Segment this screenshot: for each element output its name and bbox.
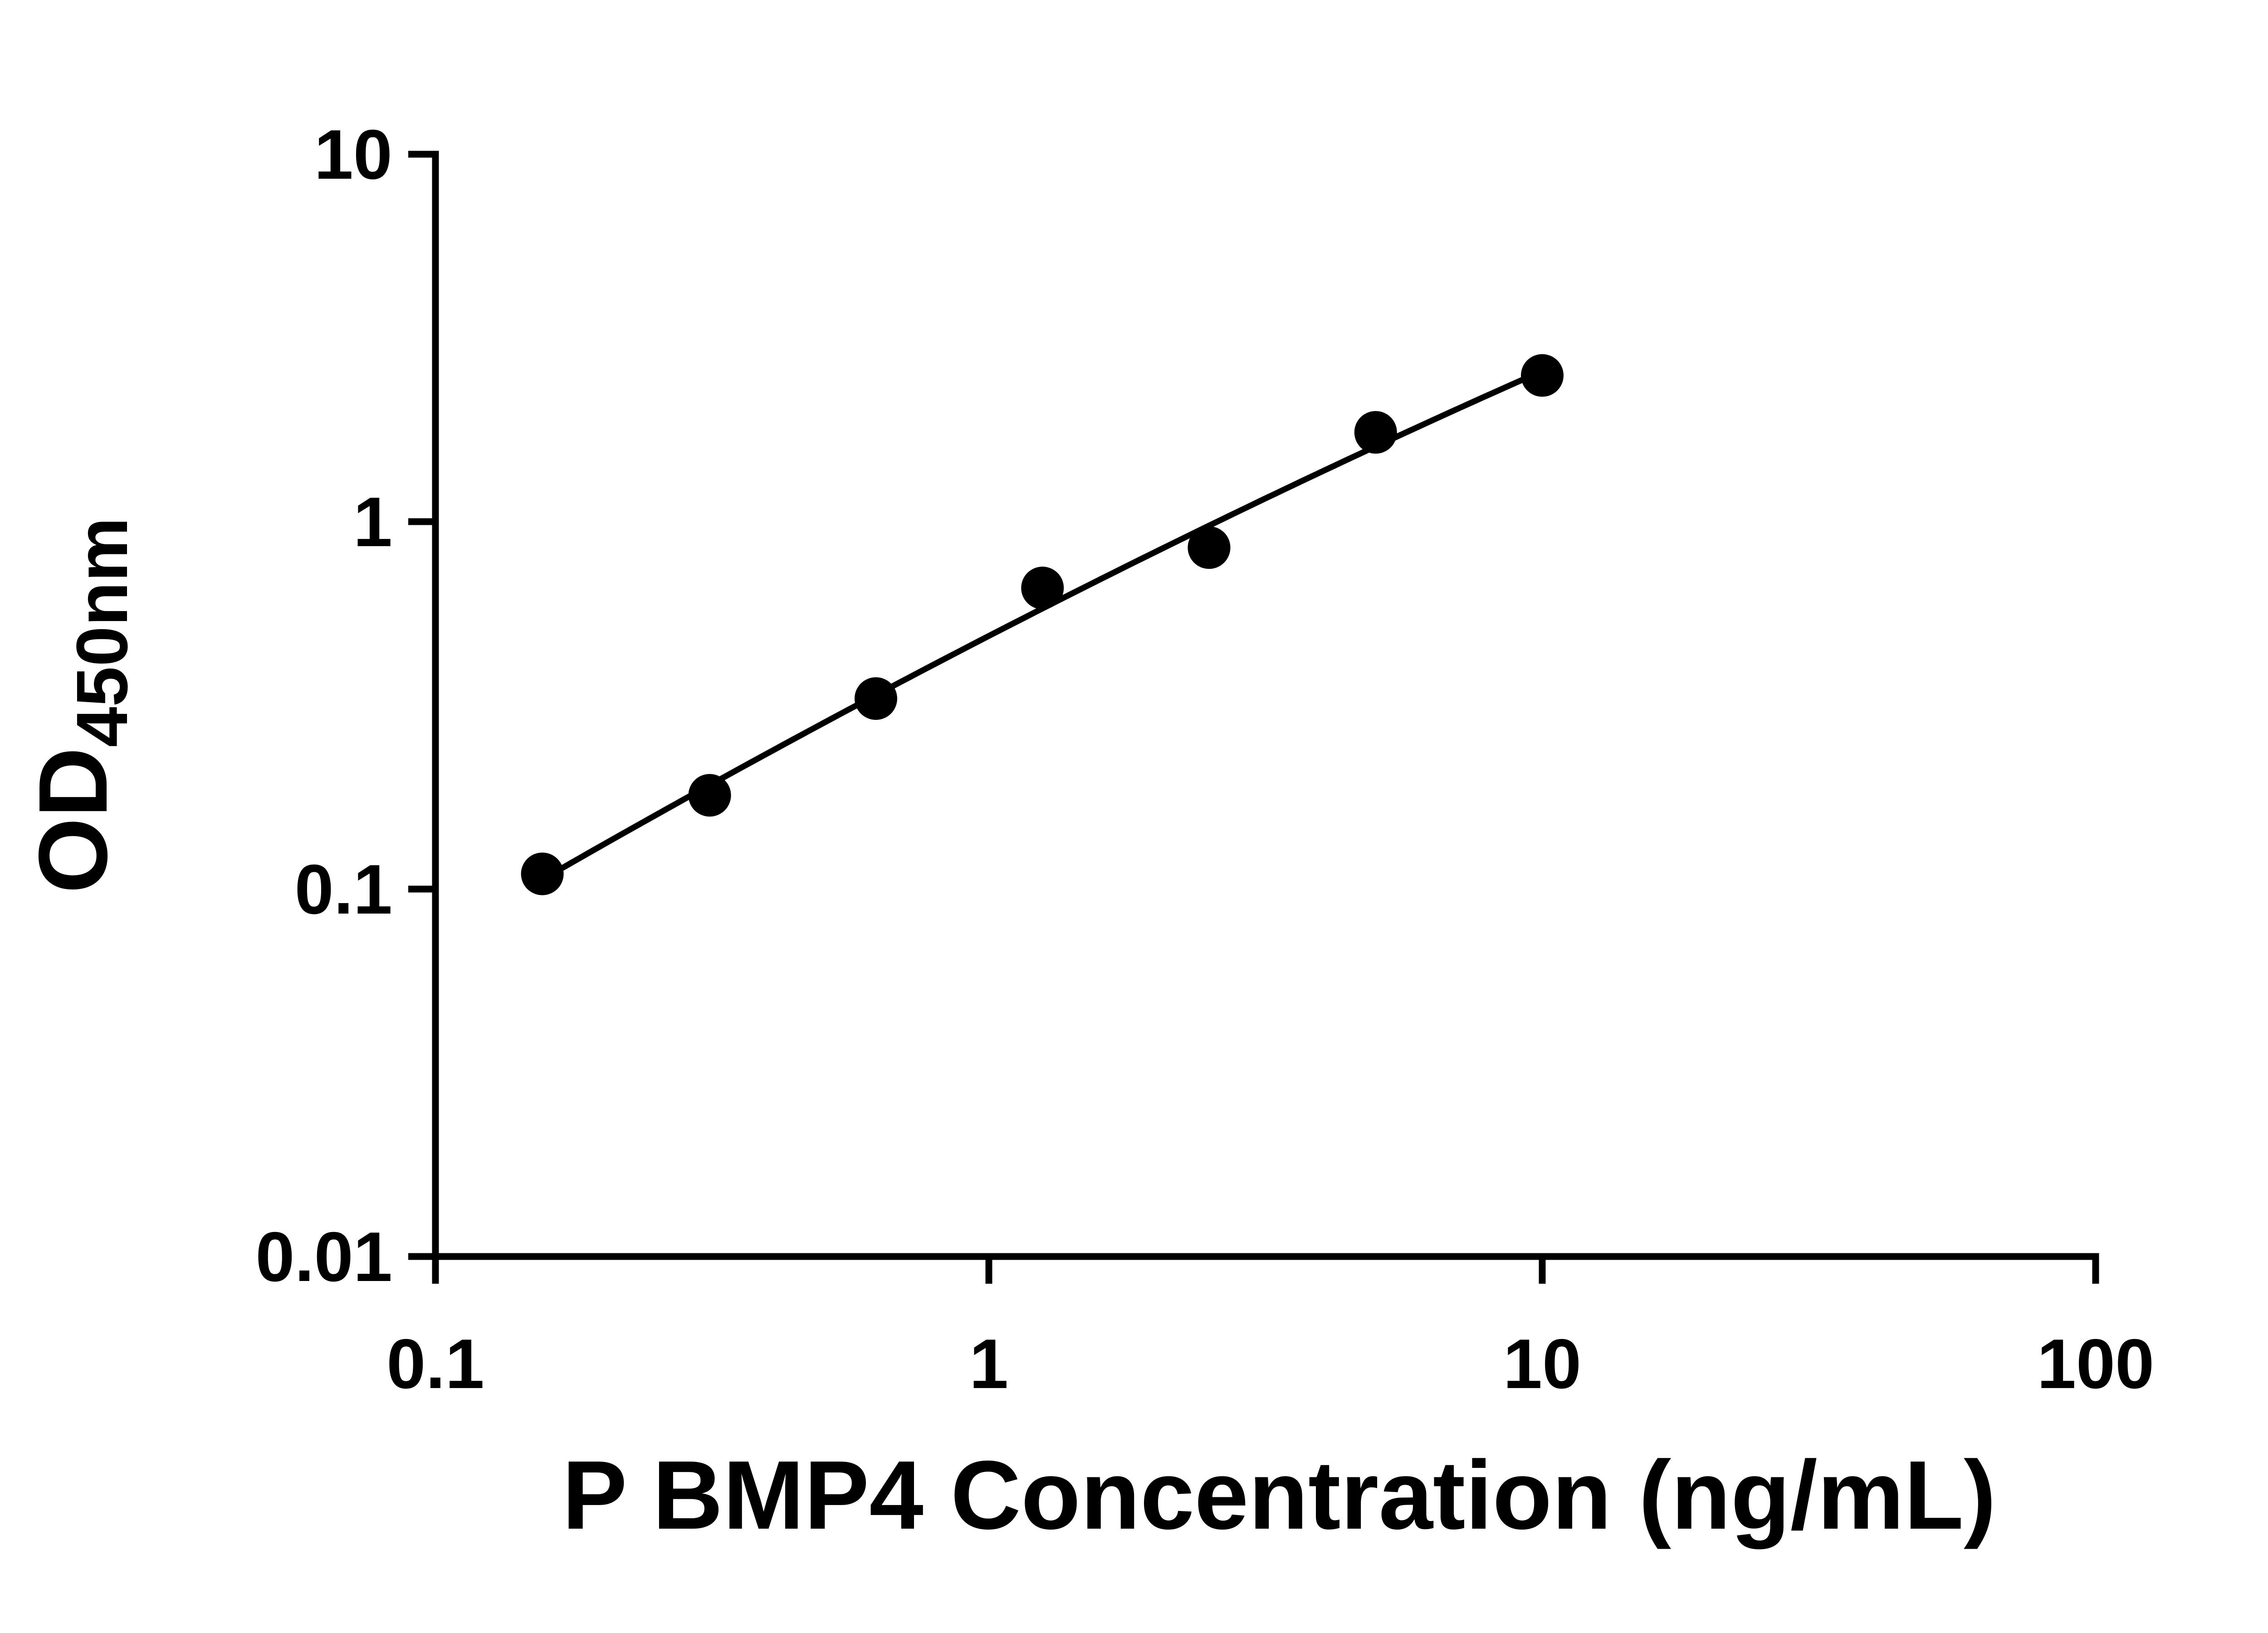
x-tick-label: 1 <box>969 1325 1008 1403</box>
data-point <box>688 774 731 817</box>
x-tick-label: 10 <box>1503 1325 1581 1403</box>
x-axis-title: P BMP4 Concentration (ng/mL) <box>562 1440 1996 1550</box>
data-point <box>1354 411 1397 454</box>
axes: 0.1 1 10 100 0.01 0.1 1 10 <box>255 115 2154 1403</box>
y-tick-label: 10 <box>314 115 392 194</box>
data-point <box>1021 567 1064 610</box>
x-tick-label: 0.1 <box>386 1325 484 1403</box>
y-axis-title: OD450nm <box>18 517 142 893</box>
y-tick-label: 0.01 <box>255 1217 392 1296</box>
axis-lines <box>432 151 2099 1260</box>
data-point <box>521 852 564 895</box>
data-series <box>521 354 1564 895</box>
data-point <box>1521 354 1564 397</box>
data-point <box>854 677 897 720</box>
data-point <box>1188 526 1231 569</box>
x-tick-label: 100 <box>2037 1325 2155 1403</box>
y-tick-label: 0.1 <box>295 850 392 929</box>
y-axis-title-sub: 450nm <box>61 517 142 747</box>
y-tick-label: 1 <box>353 483 392 561</box>
y-axis-title-main: OD <box>18 747 127 894</box>
